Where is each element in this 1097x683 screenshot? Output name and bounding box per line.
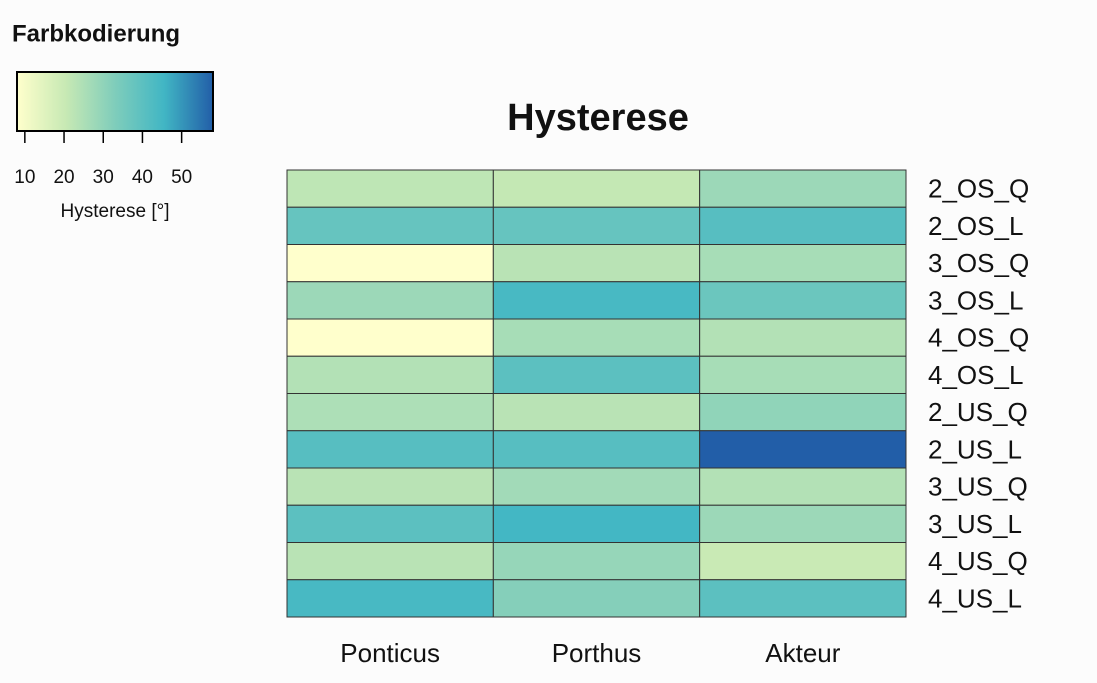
row-label: 2_OS_Q [928,174,1029,204]
heatmap-cell [699,467,907,506]
heatmap-cell [699,542,907,581]
heatmap-cell [286,206,494,245]
row-label: 4_US_Q [928,546,1028,576]
heatmap-cell [492,206,701,245]
heatmap-cell [699,504,907,543]
heatmap-cell [699,318,907,357]
heatmap-cell [492,169,701,208]
colorbar-tick-label: 50 [171,167,192,188]
column-label: Porthus [552,638,642,668]
row-label: 4_OS_Q [928,323,1029,353]
row-label: 2_OS_L [928,211,1023,241]
row-label: 4_OS_L [928,360,1023,390]
chart-title: Hysterese [507,97,689,139]
heatmap-cell [699,579,907,618]
heatmap-cell [699,281,907,320]
heatmap-cell [699,393,907,432]
heatmap-cell [699,169,907,208]
heatmap-cell [492,393,701,432]
colorbar-tick-label: 40 [132,167,153,188]
heatmap-cell [492,579,701,618]
heatmap-cell [492,281,701,320]
heatmap-cell [286,430,494,469]
heatmap-cell [286,281,494,320]
heatmap-cell [492,318,701,357]
row-label: 4_US_L [928,583,1022,613]
colorbar [16,71,214,132]
heatmap-cell [286,244,494,283]
heatmap-cell [492,467,701,506]
heatmap-cell [286,169,494,208]
heatmap-cell [699,430,907,469]
heatmap-cell [699,206,907,245]
heatmap-cell [286,504,494,543]
heatmap-cell [286,355,494,394]
colorbar-title: Farbkodierung [12,20,180,47]
colorbar-tick-label: 10 [14,167,35,188]
heatmap-cell [492,504,701,543]
row-label: 2_US_L [928,434,1022,464]
heatmap-cell [492,244,701,283]
column-label: Akteur [765,638,840,668]
heatmap-cell [699,355,907,394]
row-label: 3_OS_Q [928,248,1029,278]
column-label: Ponticus [340,638,440,668]
heatmap-cell [286,579,494,618]
colorbar-label: Hysterese [°] [61,201,170,222]
heatmap-cell [492,430,701,469]
heatmap-cell [492,355,701,394]
row-label: 3_OS_L [928,285,1023,315]
heatmap-cell [286,467,494,506]
colorbar-tick-label: 30 [93,167,114,188]
heatmap-cell [699,244,907,283]
heatmap-cell [286,393,494,432]
heatmap-cell [286,542,494,581]
row-label: 3_US_L [928,509,1022,539]
row-label: 2_US_Q [928,397,1028,427]
heatmap-cell [286,318,494,357]
heatmap-cell [492,542,701,581]
row-label: 3_US_Q [928,472,1028,502]
colorbar-tick-label: 20 [53,167,74,188]
